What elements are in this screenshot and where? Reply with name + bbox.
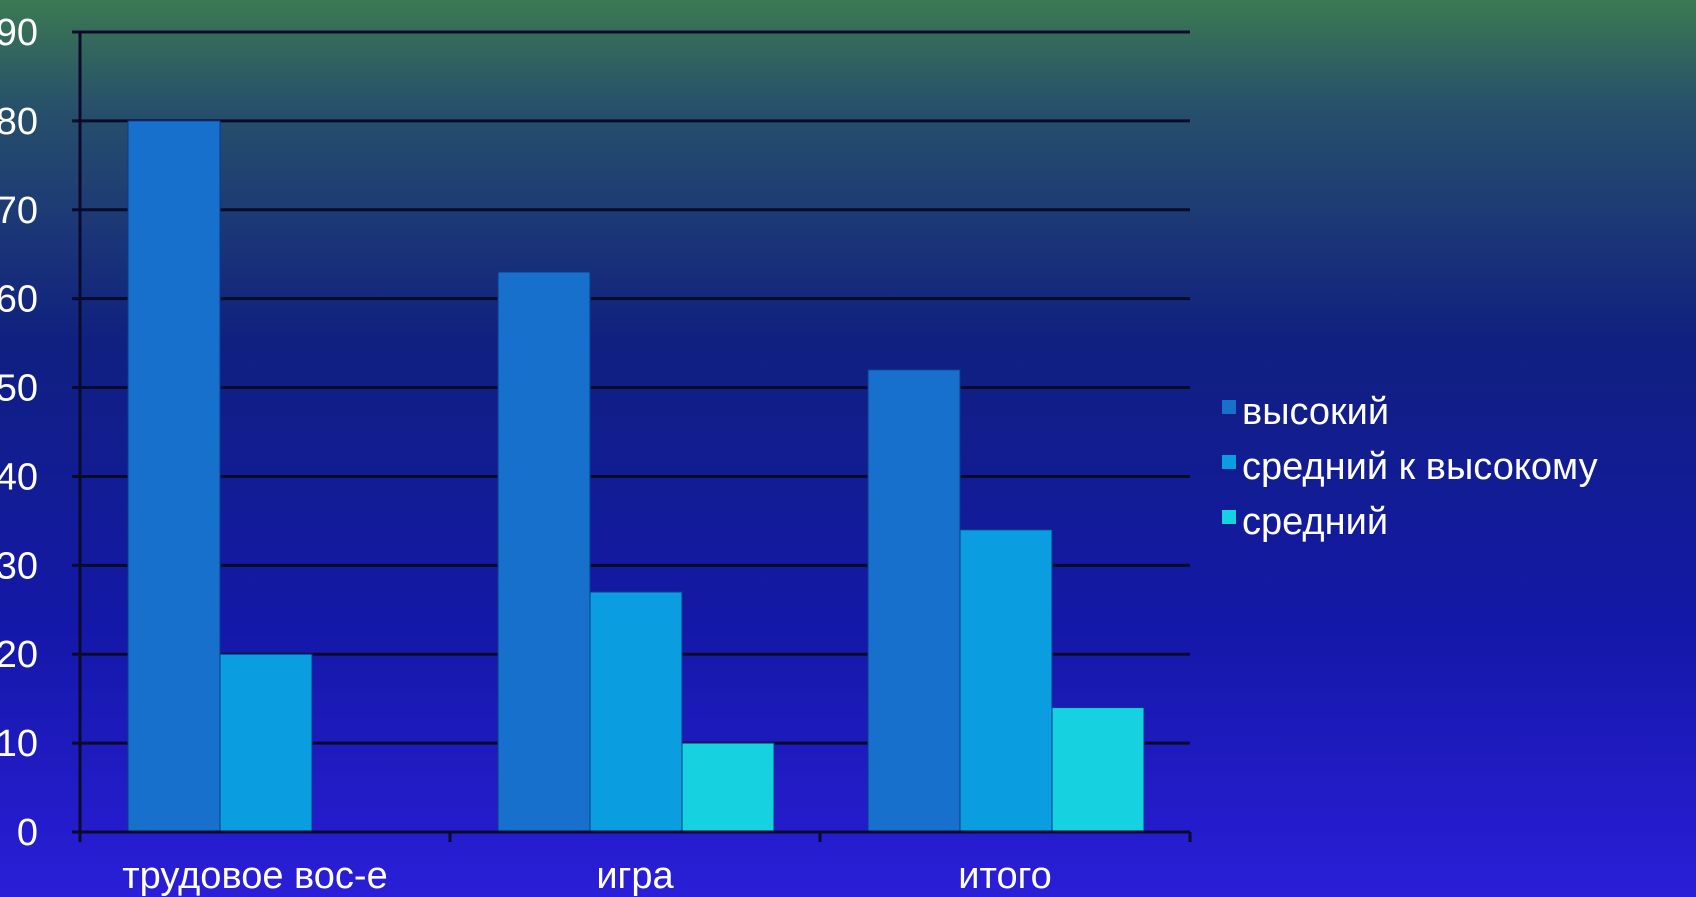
legend-label: средний к высокому bbox=[1242, 446, 1598, 488]
legend-label: высокий bbox=[1242, 391, 1389, 433]
x-tick-label: трудовое вос-е bbox=[122, 855, 387, 897]
y-tick-label: 90 bbox=[0, 12, 38, 54]
bar bbox=[1051, 707, 1145, 833]
y-tick-labels: 0 10 20 30 40 50 60 70 80 90 bbox=[0, 12, 38, 854]
legend: высокий средний к высокому средний bbox=[1222, 391, 1598, 543]
legend-label: средний bbox=[1242, 501, 1388, 543]
x-tick-label: итого bbox=[958, 855, 1052, 897]
axes bbox=[72, 30, 1192, 842]
bar bbox=[589, 591, 683, 833]
x-tick-labels: трудовое вос-е игра итого bbox=[122, 855, 1051, 897]
bar bbox=[127, 120, 221, 833]
y-tick-label: 60 bbox=[0, 279, 38, 321]
y-tick-label: 40 bbox=[0, 456, 38, 498]
bar bbox=[219, 653, 313, 833]
y-tick-label: 30 bbox=[0, 545, 38, 587]
bars bbox=[127, 120, 1145, 833]
y-tick-label: 50 bbox=[0, 368, 38, 410]
y-tick-label: 80 bbox=[0, 101, 38, 143]
y-tick-label: 0 bbox=[17, 812, 38, 854]
bar bbox=[681, 742, 775, 833]
bar bbox=[959, 529, 1053, 833]
y-tick-label: 20 bbox=[0, 634, 38, 676]
bar bbox=[497, 271, 591, 833]
legend-swatch bbox=[1222, 400, 1236, 414]
x-tick-label: игра bbox=[596, 855, 674, 897]
bar bbox=[867, 369, 961, 833]
y-tick-label: 70 bbox=[0, 190, 38, 232]
legend-swatch bbox=[1222, 455, 1236, 469]
y-tick-label: 10 bbox=[0, 723, 38, 765]
legend-swatch bbox=[1222, 510, 1236, 524]
